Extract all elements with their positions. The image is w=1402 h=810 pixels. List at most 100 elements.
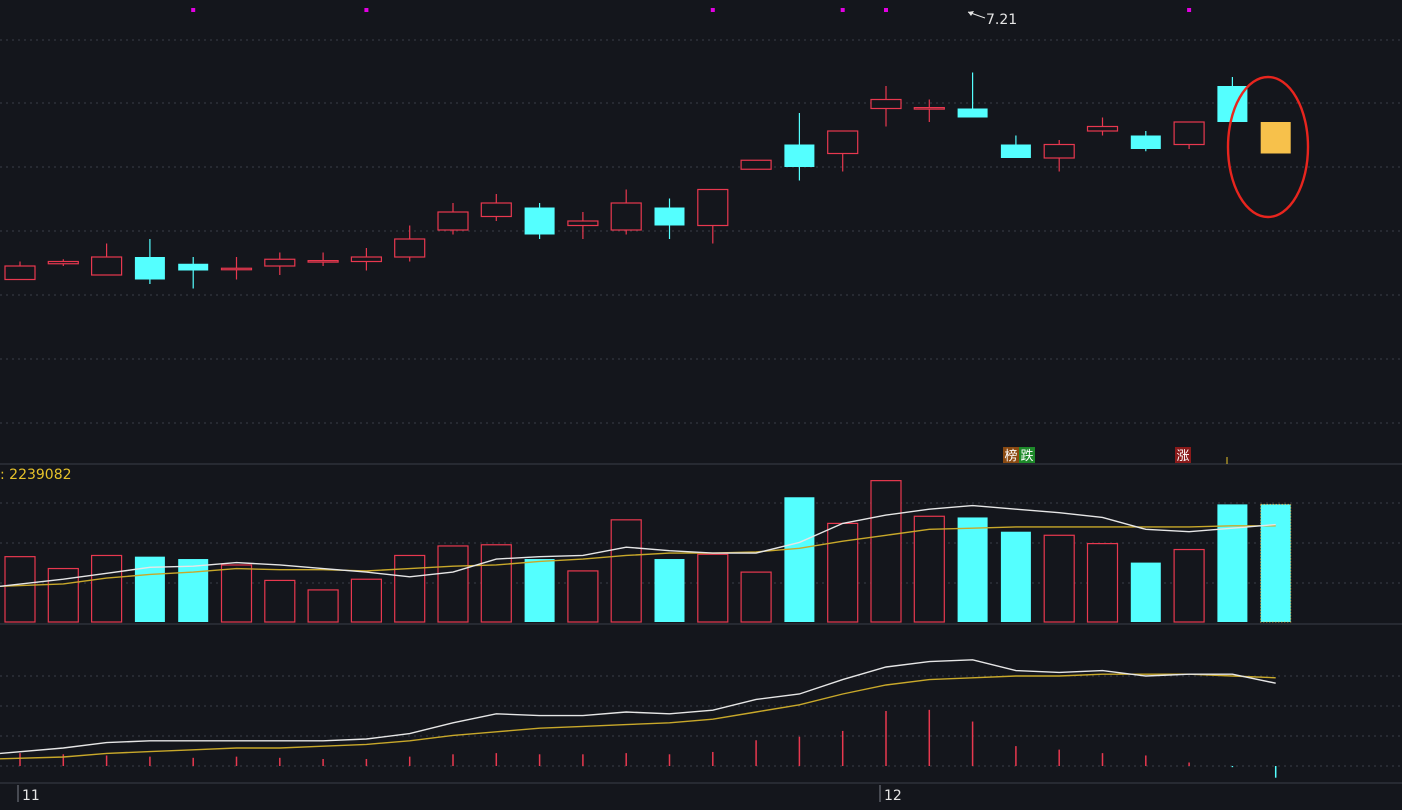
candle[interactable] xyxy=(784,113,815,181)
volume-bar[interactable] xyxy=(437,545,469,623)
candle[interactable] xyxy=(1000,135,1031,159)
volume-bar[interactable] xyxy=(394,554,426,623)
marker-die: 跌 xyxy=(1020,448,1033,464)
volume-bar[interactable] xyxy=(350,578,382,623)
axis-label-11: 11 xyxy=(22,788,40,804)
marker-zhang: 涨 xyxy=(1176,449,1189,464)
marker-bang: 榜 xyxy=(1004,448,1017,464)
candle[interactable] xyxy=(394,225,426,262)
candle-body xyxy=(1173,121,1205,146)
arrow-icon xyxy=(968,11,974,16)
indicator-yellow-line xyxy=(0,673,1276,760)
volume-bar[interactable] xyxy=(870,480,902,623)
volume-value-label: : 2239082 xyxy=(0,467,72,483)
candle[interactable] xyxy=(957,72,988,118)
volume-bar[interactable] xyxy=(1217,504,1248,622)
high-price-label: 7.21 xyxy=(986,12,1017,28)
candle[interactable] xyxy=(913,99,945,123)
candle-body xyxy=(524,207,555,235)
volume-bar[interactable] xyxy=(740,571,772,623)
volume-bars[interactable] xyxy=(4,480,1292,623)
volume-bar[interactable] xyxy=(1086,542,1119,623)
marker-bang-bg[interactable] xyxy=(1003,447,1019,463)
volume-bar[interactable] xyxy=(654,559,685,622)
volume-bar[interactable] xyxy=(47,567,79,623)
volume-bar[interactable] xyxy=(1173,548,1205,623)
candle[interactable] xyxy=(610,189,642,235)
volume-bar[interactable] xyxy=(1043,534,1075,623)
volume-bar[interactable] xyxy=(480,544,512,623)
candle[interactable] xyxy=(1260,122,1291,154)
candle[interactable] xyxy=(827,130,859,172)
candle-body xyxy=(350,256,382,263)
volume-bar[interactable] xyxy=(524,559,555,622)
candle[interactable] xyxy=(654,198,685,240)
candle[interactable] xyxy=(264,252,296,276)
volume-bar[interactable] xyxy=(307,589,339,623)
candle-body xyxy=(610,202,642,231)
candle[interactable] xyxy=(220,257,253,280)
high-price-annotation: 7.21 xyxy=(967,11,1017,28)
candle-body xyxy=(178,263,209,271)
candle[interactable] xyxy=(740,159,772,170)
indicator-bars xyxy=(19,709,1277,778)
candle-body xyxy=(47,260,79,265)
candle[interactable] xyxy=(1086,117,1119,136)
candle-body xyxy=(4,265,36,281)
candle[interactable] xyxy=(567,212,599,239)
volume-bar[interactable] xyxy=(220,564,253,623)
volume-bar[interactable] xyxy=(1260,504,1291,622)
candle[interactable] xyxy=(1173,121,1205,149)
marker-zhang-bg[interactable] xyxy=(1175,447,1191,463)
candle[interactable] xyxy=(524,203,555,239)
candle[interactable] xyxy=(90,243,123,276)
candlestick-series[interactable] xyxy=(4,72,1291,289)
candle[interactable] xyxy=(307,252,339,267)
candle-body xyxy=(1000,144,1031,158)
candle[interactable] xyxy=(870,86,902,127)
candle[interactable] xyxy=(4,261,36,281)
candle[interactable] xyxy=(437,203,469,235)
highlight-ellipse xyxy=(1226,75,1310,219)
volume-bar[interactable] xyxy=(4,556,36,623)
marker-die-bg[interactable] xyxy=(1019,447,1035,463)
volume-bar[interactable] xyxy=(697,553,729,623)
candle-body xyxy=(567,220,599,227)
candle-body xyxy=(220,267,253,271)
candle[interactable] xyxy=(1043,140,1075,172)
candle-body xyxy=(134,257,165,280)
signal-dot xyxy=(840,8,845,12)
volume-bar[interactable] xyxy=(1130,562,1161,622)
candle-body xyxy=(827,130,859,155)
volume-bar[interactable] xyxy=(784,497,815,622)
volume-bar[interactable] xyxy=(567,570,599,623)
candle[interactable] xyxy=(480,194,512,221)
event-markers[interactable]: 榜 跌 涨 xyxy=(1003,447,1191,464)
candle-body xyxy=(480,202,512,218)
candle-body xyxy=(740,159,772,170)
volume-bar[interactable] xyxy=(264,579,296,623)
candle[interactable] xyxy=(134,239,165,284)
volume-ma-white-line xyxy=(0,504,1276,588)
volume-bar[interactable] xyxy=(1000,531,1031,622)
candle-body xyxy=(913,106,945,110)
candle-body xyxy=(437,211,469,231)
candle-body xyxy=(957,108,988,118)
volume-bar[interactable] xyxy=(90,554,123,623)
candle-body xyxy=(307,260,339,263)
candle[interactable] xyxy=(1130,131,1161,152)
volume-bar[interactable] xyxy=(610,519,642,623)
volume-bar[interactable] xyxy=(957,517,988,622)
volume-bar[interactable] xyxy=(178,559,209,622)
candle[interactable] xyxy=(47,259,79,266)
candle[interactable] xyxy=(178,257,209,289)
signal-dot xyxy=(884,8,888,12)
volume-bar[interactable] xyxy=(827,522,859,623)
indicator-lines xyxy=(0,659,1276,760)
candle[interactable] xyxy=(350,248,382,271)
candle-body xyxy=(90,256,123,276)
signal-dot xyxy=(364,8,369,12)
candle[interactable] xyxy=(697,188,729,244)
volume-bar[interactable] xyxy=(913,515,945,623)
